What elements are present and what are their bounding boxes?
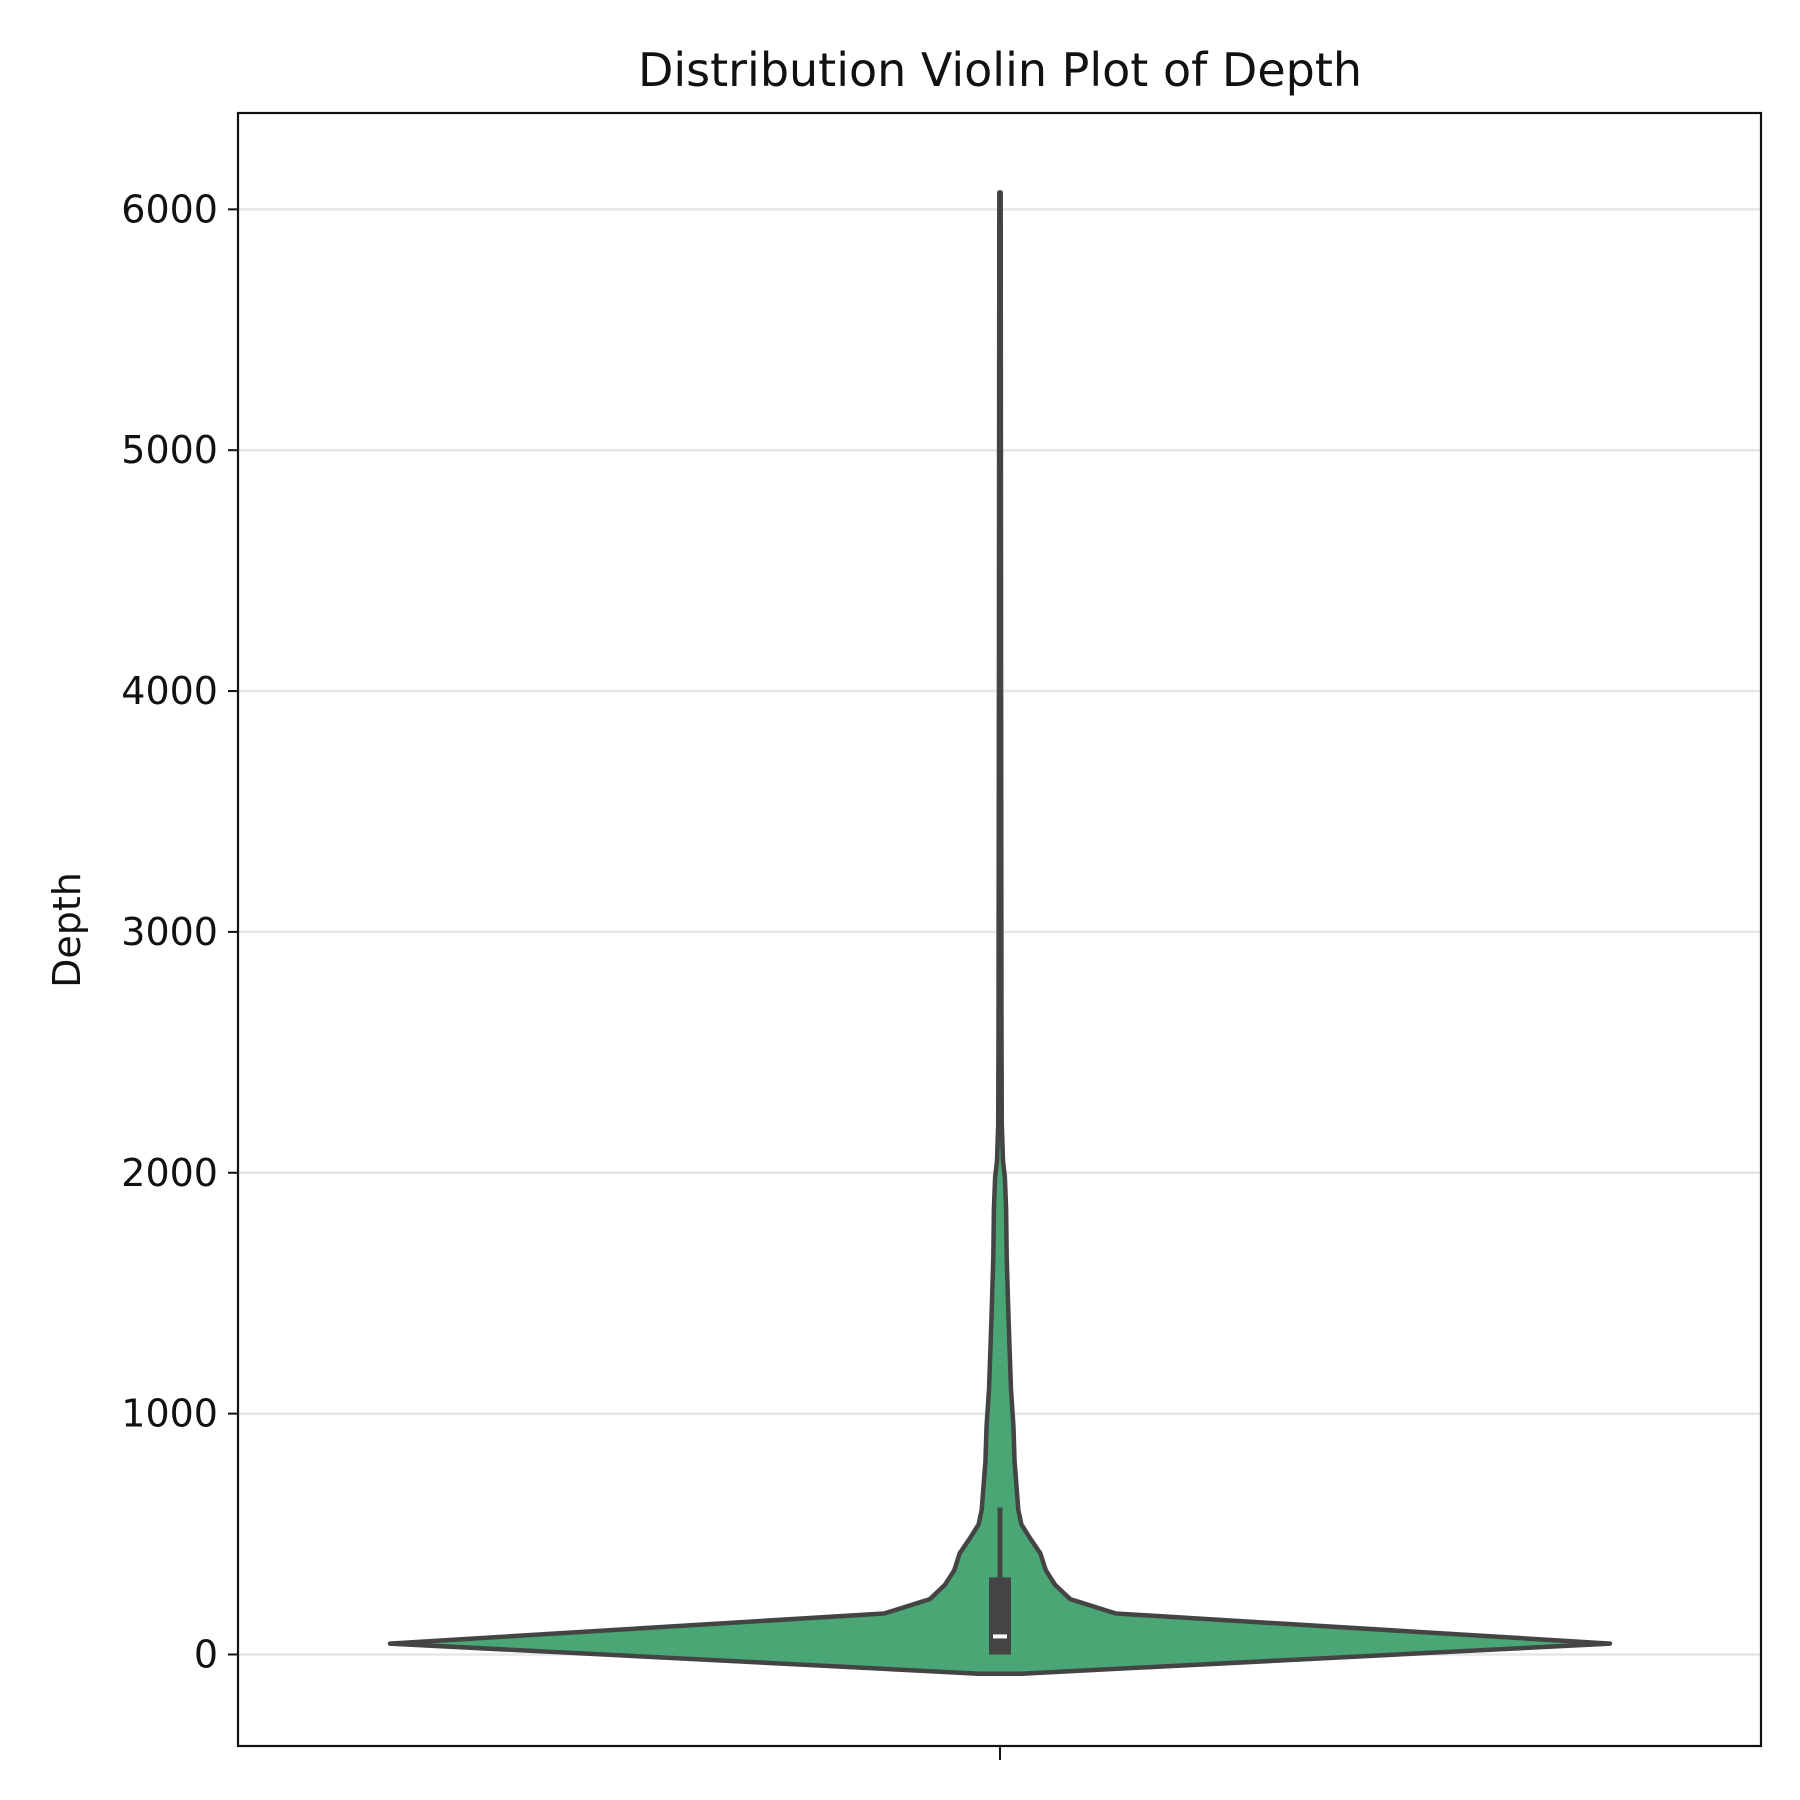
y-tick-label: 3000 (121, 910, 218, 954)
y-tick-label: 4000 (121, 669, 218, 713)
y-tick-label: 2000 (121, 1151, 218, 1195)
violin-body (387, 190, 1613, 1676)
violin-body-group (387, 190, 1613, 1676)
y-tick-label: 0 (194, 1632, 218, 1676)
chart-title: Distribution Violin Plot of Depth (638, 43, 1362, 97)
y-tick-label: 5000 (121, 428, 218, 472)
y-tick-label: 1000 (121, 1392, 218, 1436)
inner-box-group (989, 1507, 1011, 1655)
iqr-box (989, 1577, 1011, 1655)
y-axis-label: Depth (45, 872, 89, 988)
y-axis-ticks: 0 1000 2000 3000 4000 5000 6000 (121, 187, 238, 1676)
y-tick-label: 6000 (121, 187, 218, 231)
